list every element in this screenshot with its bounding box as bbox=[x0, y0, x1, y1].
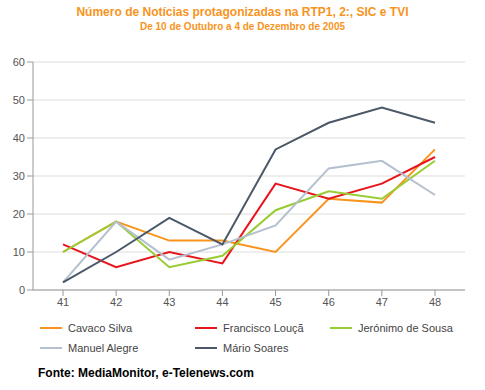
svg-text:46: 46 bbox=[323, 296, 335, 308]
svg-text:10: 10 bbox=[13, 246, 25, 258]
svg-text:47: 47 bbox=[376, 296, 388, 308]
html-text:Cavaco Silva: Cavaco Silva bbox=[68, 322, 133, 334]
html-text:Manuel Alegre: Manuel Alegre bbox=[68, 342, 139, 354]
html-text:Número de Notícias protagoniza: Número de Notícias protagonizadas na RTP… bbox=[76, 5, 409, 19]
svg-text:43: 43 bbox=[163, 296, 175, 308]
svg-text:45: 45 bbox=[269, 296, 281, 308]
svg-text:20: 20 bbox=[13, 208, 25, 220]
html-text:Mário Soares: Mário Soares bbox=[223, 342, 289, 354]
svg-text:48: 48 bbox=[429, 296, 441, 308]
svg-text:40: 40 bbox=[13, 132, 25, 144]
svg-text:44: 44 bbox=[216, 296, 228, 308]
html-text:Fonte: MediaMonitor, e-Telenew: Fonte: MediaMonitor, e-Telenews.com bbox=[38, 366, 254, 380]
html-text:Francisco Louçã: Francisco Louçã bbox=[223, 322, 304, 334]
html-text:De 10 de Outubro a 4 de Dezemb: De 10 de Outubro a 4 de Dezembro de 2005 bbox=[140, 21, 345, 32]
svg-text:50: 50 bbox=[13, 94, 25, 106]
svg-text:60: 60 bbox=[13, 56, 25, 68]
svg-text:0: 0 bbox=[19, 284, 25, 296]
svg-text:30: 30 bbox=[13, 170, 25, 182]
html-text:Jerónimo de Sousa: Jerónimo de Sousa bbox=[358, 322, 453, 334]
svg-text:42: 42 bbox=[110, 296, 122, 308]
svg-text:41: 41 bbox=[57, 296, 69, 308]
